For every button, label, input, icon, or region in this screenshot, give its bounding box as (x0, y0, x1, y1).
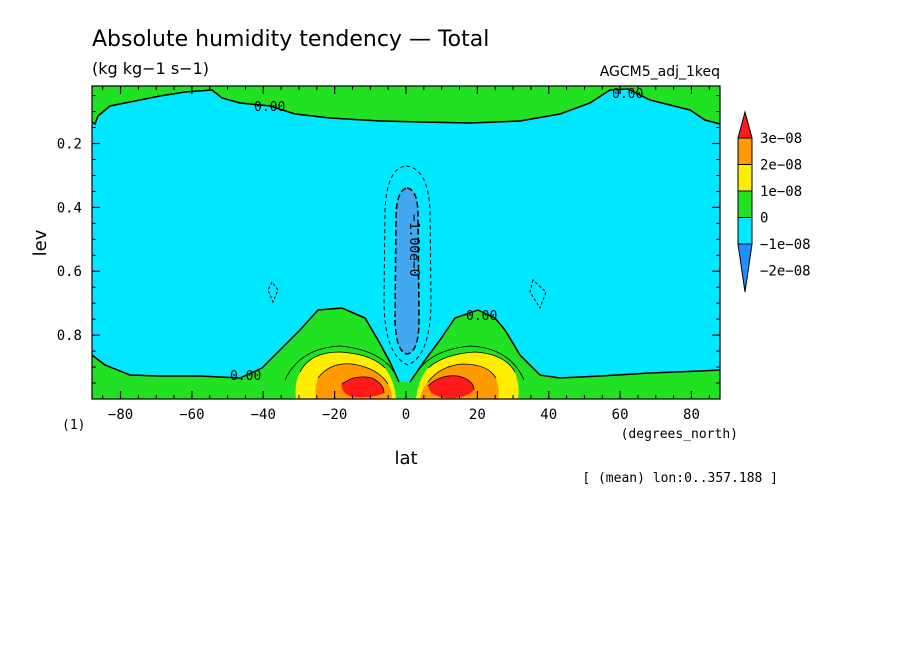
x-axis-unit: (degrees_north) (621, 427, 738, 442)
colorbar-label: 0 (760, 211, 768, 227)
red-fill-north (428, 375, 474, 399)
x-tick-label: 20 (469, 407, 486, 423)
negative-dashed-inner (394, 187, 420, 355)
contour-label: 0.00 (612, 87, 643, 102)
colorbar-label: −1e−08 (760, 237, 811, 253)
x-tick-label: 0 (402, 407, 410, 423)
experiment-label: AGCM5_adj_1keq (600, 64, 720, 80)
small-dashed-contour-west (267, 281, 279, 304)
y-tick-label: 0.4 (57, 200, 82, 216)
colorbar-label: 3e−08 (760, 131, 802, 147)
colorbar-segment (737, 164, 753, 192)
colorbar-top-triangle (737, 110, 753, 139)
x-axis: −80 −60 −40 −20 0 20 40 60 80 (102, 86, 710, 423)
x-tick-label: −60 (179, 407, 204, 423)
contour-label: 0.00 (466, 309, 497, 324)
contour-label: 0.00 (254, 100, 285, 115)
colorbar-segment (737, 217, 753, 245)
contour-label: 0.00 (230, 369, 261, 384)
positive-contours-south (284, 345, 395, 394)
positive-contours-north (415, 345, 525, 391)
zero-contour-lower (92, 307, 720, 383)
zero-contour-upper (92, 88, 720, 126)
x-tick-label: 40 (540, 407, 557, 423)
y-tick-label: 0.8 (57, 328, 82, 344)
colorbar-segment (737, 137, 753, 165)
colorbar-segment (737, 190, 753, 218)
contour-labels: 0.00 0.00 0.00 0.00 −1.00e−0 (230, 87, 643, 384)
colorbar-label: 2e−08 (760, 158, 802, 174)
colorbar-bottom-triangle (737, 243, 753, 293)
colorbar-label: −2e−08 (760, 264, 811, 280)
chart-title: Absolute humidity tendency — Total (92, 27, 489, 52)
chart-units: (kg kg−1 s−1) (92, 59, 209, 78)
contour-label: −1.00e−0 (406, 214, 421, 277)
x-tick-label: −40 (251, 407, 276, 423)
x-tick-label: −20 (322, 407, 347, 423)
colorbar-label: 1e−08 (760, 184, 802, 200)
negative-dashed-outer (383, 165, 432, 366)
y-axis-label: lev (30, 229, 51, 256)
x-tick-label: 60 (612, 407, 629, 423)
equatorial-negative-fill (395, 188, 419, 354)
colorbar: 3e−08 2e−08 1e−08 0 −1e−08 −2e−08 (737, 110, 811, 293)
y-tick-label: 0.2 (57, 136, 82, 152)
x-axis-label: lat (394, 448, 417, 469)
red-fill-south (341, 376, 384, 398)
x-tick-label: −80 (108, 407, 133, 423)
y-axis: 0.2 0.4 0.6 0.8 (57, 95, 720, 384)
panel-index: (1) (62, 418, 85, 433)
x-tick-label: 80 (683, 407, 700, 423)
small-dashed-contour-east (529, 279, 547, 310)
y-tick-label: 0.6 (57, 264, 82, 280)
contour-fills (92, 86, 720, 399)
mean-note: [ (mean) lon:0..357.188 ] (582, 471, 778, 486)
